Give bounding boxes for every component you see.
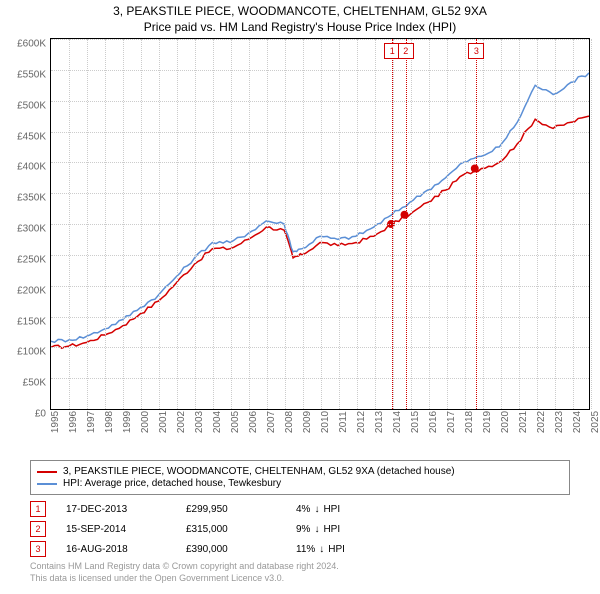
transaction-date: 17-DEC-2013	[66, 504, 166, 515]
x-axis: 1995199619971998199920002001200220032004…	[50, 418, 590, 458]
attribution: Contains HM Land Registry data © Crown c…	[30, 561, 570, 584]
x-tick-label: 2015	[410, 411, 421, 433]
x-tick-label: 2002	[176, 411, 187, 433]
transaction-row: 2 15-SEP-2014 £315,000 9%↓HPI	[30, 521, 570, 537]
marker-line	[392, 39, 393, 409]
transactions-table: 1 17-DEC-2013 £299,950 4%↓HPI 2 15-SEP-2014 £3…	[30, 501, 570, 557]
x-tick-label: 1999	[122, 411, 133, 433]
transaction-badge: 3	[30, 541, 46, 557]
x-tick-label: 2024	[572, 411, 583, 433]
arrow-down-icon: ↓	[319, 544, 324, 555]
transaction-badge: 2	[30, 521, 46, 537]
transaction-date: 15-SEP-2014	[66, 524, 166, 535]
legend-swatch	[37, 471, 57, 473]
x-tick-label: 2011	[338, 411, 349, 433]
y-tick-label: £50K	[23, 378, 46, 389]
attribution-line2: This data is licensed under the Open Gov…	[30, 573, 570, 585]
x-tick-label: 2014	[392, 411, 403, 433]
legend-row: HPI: Average price, detached house, Tewk…	[37, 478, 563, 489]
transaction-diff: 4%↓HPI	[296, 504, 396, 515]
x-tick-label: 1998	[104, 411, 115, 433]
y-tick-label: £300K	[17, 224, 46, 235]
y-tick-label: £350K	[17, 193, 46, 204]
marker-point	[400, 211, 408, 219]
x-tick-label: 2008	[284, 411, 295, 433]
y-tick-label: £550K	[17, 69, 46, 80]
transaction-date: 16-AUG-2018	[66, 544, 166, 555]
x-tick-label: 2013	[374, 411, 385, 433]
transaction-diff: 11%↓HPI	[296, 544, 396, 555]
series-line	[51, 73, 589, 342]
y-tick-label: £450K	[17, 131, 46, 142]
marker-badge: 2	[398, 43, 414, 59]
transaction-badge: 1	[30, 501, 46, 517]
y-tick-label: £250K	[17, 254, 46, 265]
transaction-price: £299,950	[186, 504, 276, 515]
y-tick-label: £500K	[17, 100, 46, 111]
y-tick-label: £400K	[17, 162, 46, 173]
transaction-row: 1 17-DEC-2013 £299,950 4%↓HPI	[30, 501, 570, 517]
y-tick-label: £100K	[17, 347, 46, 358]
x-tick-label: 1997	[86, 411, 97, 433]
x-tick-label: 2021	[518, 411, 529, 433]
marker-point	[471, 165, 479, 173]
x-tick-label: 2018	[464, 411, 475, 433]
attribution-line1: Contains HM Land Registry data © Crown c…	[30, 561, 570, 573]
transaction-price: £390,000	[186, 544, 276, 555]
x-tick-label: 2009	[302, 411, 313, 433]
legend: 3, PEAKSTILE PIECE, WOODMANCOTE, CHELTEN…	[30, 460, 570, 495]
y-tick-label: £150K	[17, 316, 46, 327]
x-tick-label: 2001	[158, 411, 169, 433]
transaction-price: £315,000	[186, 524, 276, 535]
x-tick-label: 2010	[320, 411, 331, 433]
transaction-row: 3 16-AUG-2018 £390,000 11%↓HPI	[30, 541, 570, 557]
y-tick-label: £0	[35, 409, 46, 420]
y-tick-label: £200K	[17, 285, 46, 296]
x-tick-label: 2005	[230, 411, 241, 433]
transaction-diff: 9%↓HPI	[296, 524, 396, 535]
y-tick-label: £600K	[17, 39, 46, 50]
chart-title: 3, PEAKSTILE PIECE, WOODMANCOTE, CHELTEN…	[0, 4, 600, 18]
x-tick-label: 1995	[50, 411, 61, 433]
x-tick-label: 2003	[194, 411, 205, 433]
x-tick-label: 2000	[140, 411, 151, 433]
x-tick-label: 2016	[428, 411, 439, 433]
x-tick-label: 2017	[446, 411, 457, 433]
arrow-down-icon: ↓	[314, 504, 319, 515]
arrow-down-icon: ↓	[314, 524, 319, 535]
x-tick-label: 1996	[68, 411, 79, 433]
x-tick-label: 2012	[356, 411, 367, 433]
chart-subtitle: Price paid vs. HM Land Registry's House …	[0, 20, 600, 34]
x-tick-label: 2023	[554, 411, 565, 433]
x-tick-label: 2022	[536, 411, 547, 433]
legend-label: HPI: Average price, detached house, Tewk…	[63, 478, 281, 489]
x-tick-label: 2020	[500, 411, 511, 433]
x-tick-label: 2019	[482, 411, 493, 433]
y-axis: £0£50K£100K£150K£200K£250K£300K£350K£400…	[0, 44, 48, 414]
marker-badge: 3	[468, 43, 484, 59]
chart-area: 123	[50, 38, 590, 410]
legend-swatch	[37, 483, 57, 485]
x-tick-label: 2007	[266, 411, 277, 433]
x-tick-label: 2025	[590, 411, 600, 433]
x-tick-label: 2006	[248, 411, 259, 433]
legend-row: 3, PEAKSTILE PIECE, WOODMANCOTE, CHELTEN…	[37, 466, 563, 477]
marker-line	[406, 39, 407, 409]
x-tick-label: 2004	[212, 411, 223, 433]
marker-line	[476, 39, 477, 409]
legend-label: 3, PEAKSTILE PIECE, WOODMANCOTE, CHELTEN…	[63, 466, 455, 477]
